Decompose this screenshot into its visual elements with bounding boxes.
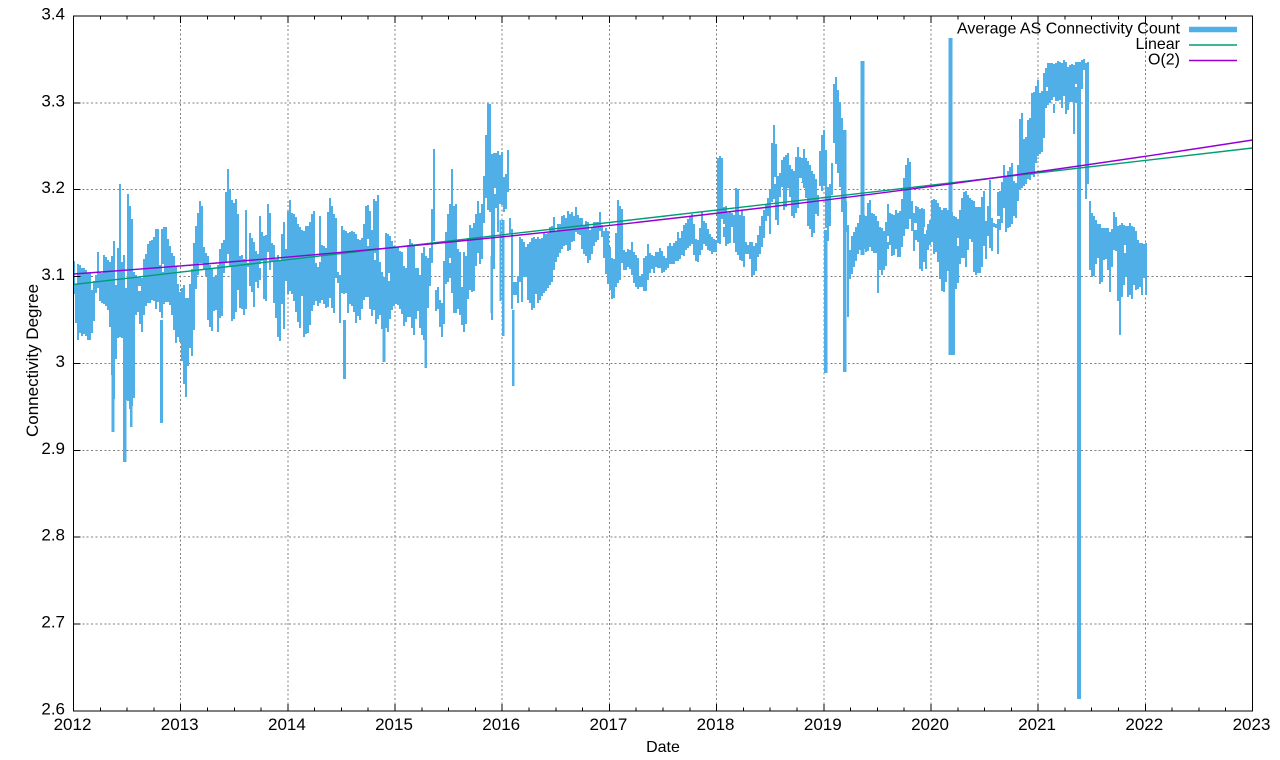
svg-text:2012: 2012 bbox=[54, 715, 92, 734]
svg-text:2014: 2014 bbox=[268, 715, 306, 734]
svg-text:2.9: 2.9 bbox=[41, 439, 65, 458]
svg-text:2.7: 2.7 bbox=[41, 613, 65, 632]
svg-text:3.1: 3.1 bbox=[41, 265, 65, 284]
svg-text:2.6: 2.6 bbox=[41, 700, 65, 719]
svg-text:2022: 2022 bbox=[1125, 715, 1163, 734]
svg-text:2.8: 2.8 bbox=[41, 526, 65, 545]
svg-text:3.2: 3.2 bbox=[41, 178, 65, 197]
svg-text:2016: 2016 bbox=[482, 715, 520, 734]
svg-text:Date: Date bbox=[646, 739, 680, 756]
svg-text:2023: 2023 bbox=[1233, 715, 1271, 734]
svg-text:3: 3 bbox=[56, 352, 65, 371]
svg-text:O(2): O(2) bbox=[1148, 52, 1180, 69]
svg-text:3.4: 3.4 bbox=[41, 5, 65, 24]
svg-text:2020: 2020 bbox=[911, 715, 949, 734]
svg-text:3.3: 3.3 bbox=[41, 91, 65, 110]
svg-text:2021: 2021 bbox=[1018, 715, 1056, 734]
svg-text:2015: 2015 bbox=[375, 715, 413, 734]
svg-text:2018: 2018 bbox=[697, 715, 735, 734]
svg-text:2013: 2013 bbox=[161, 715, 199, 734]
svg-text:Connectivity Degree: Connectivity Degree bbox=[23, 284, 42, 437]
svg-text:2017: 2017 bbox=[589, 715, 627, 734]
svg-text:Linear: Linear bbox=[1136, 36, 1181, 53]
svg-text:Average AS Connectivity Count: Average AS Connectivity Count bbox=[957, 21, 1181, 38]
svg-text:2019: 2019 bbox=[804, 715, 842, 734]
